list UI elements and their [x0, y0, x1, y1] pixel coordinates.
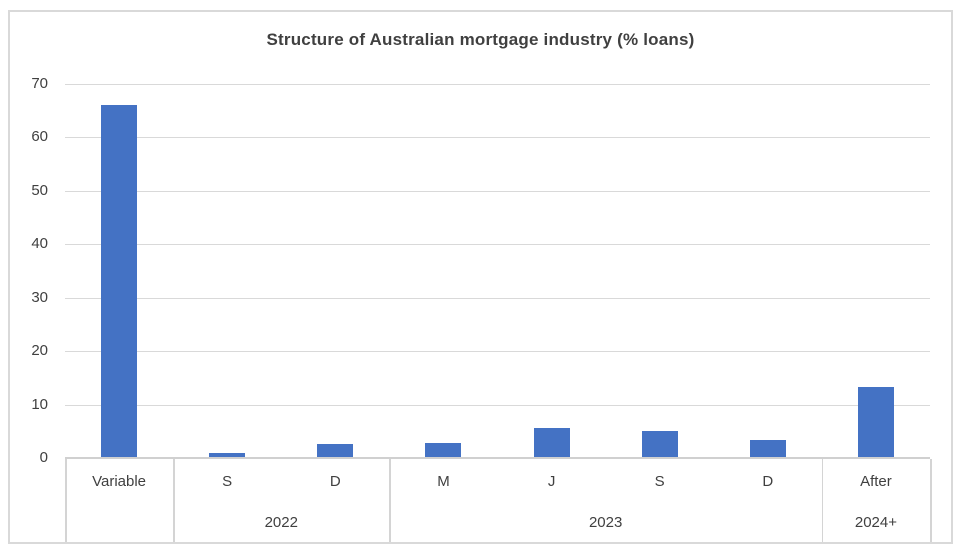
y-tick-label: 70 — [31, 75, 48, 92]
bar-j-4 — [533, 427, 570, 458]
category-label: After — [860, 473, 892, 490]
axis-divider — [930, 459, 932, 542]
y-tick-label: 50 — [31, 181, 48, 199]
chart-frame: Structure of Australian mortgage industr… — [8, 10, 953, 544]
plot-area — [65, 84, 930, 458]
bar-variable-0 — [101, 105, 138, 458]
category-label: S — [222, 473, 233, 490]
bar-m-3 — [425, 442, 462, 458]
gridline-y-60 — [65, 137, 930, 139]
group-label: 2023 — [588, 514, 623, 531]
axis-divider — [173, 459, 175, 542]
axis-divider — [65, 459, 67, 542]
gridline-y-40 — [65, 244, 930, 246]
chart-title: Structure of Australian mortgage industr… — [266, 30, 695, 49]
y-tick-label: 20 — [31, 342, 48, 360]
x-axis-line — [65, 457, 930, 459]
category-label: J — [547, 473, 556, 490]
category-label: Variable — [92, 473, 147, 490]
y-tick-label: 10 — [31, 395, 48, 413]
y-tick-label: 0 — [39, 449, 48, 466]
category-label: M — [437, 473, 450, 490]
group-label — [65, 512, 173, 534]
category-label: D — [762, 473, 774, 490]
gridline-y-20 — [65, 351, 930, 353]
axis-divider — [821, 459, 824, 542]
y-tick-label: 30 — [31, 288, 48, 306]
axis-divider — [389, 459, 391, 542]
group-label: 2024+ — [854, 514, 897, 531]
bar-d-2 — [317, 443, 354, 458]
gridline-y-50 — [65, 190, 930, 192]
y-tick-label: 60 — [31, 128, 48, 146]
bar-s-5 — [641, 431, 678, 458]
bar-s-1 — [209, 453, 246, 458]
gridline-y-30 — [65, 297, 930, 299]
gridline-y-10 — [65, 404, 930, 406]
bar-d-6 — [749, 439, 786, 458]
category-label: S — [654, 473, 665, 490]
bar-after-7 — [857, 386, 894, 458]
category-label: D — [329, 473, 341, 490]
group-label: 2022 — [264, 514, 298, 531]
gridline-y-70 — [65, 84, 930, 85]
y-tick-label: 40 — [31, 235, 48, 253]
